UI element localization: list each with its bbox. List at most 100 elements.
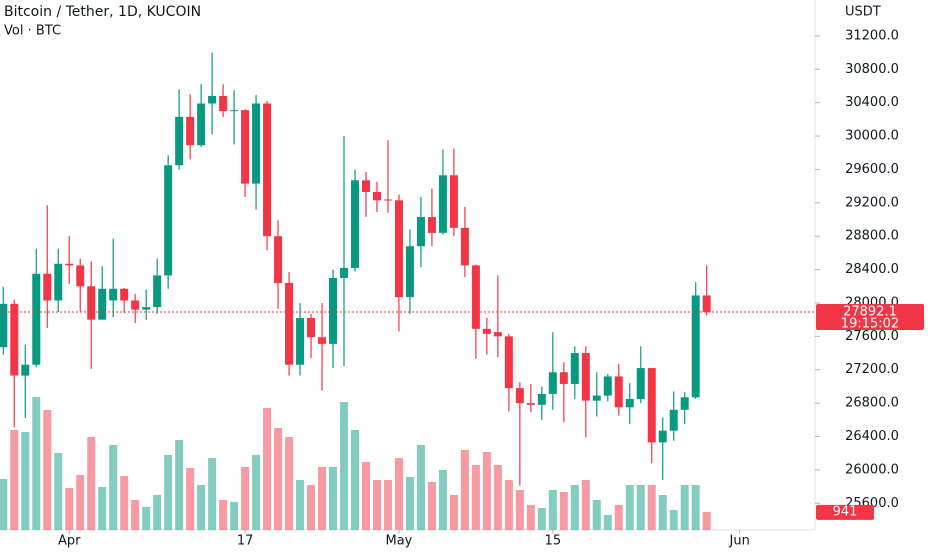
candle-body xyxy=(241,110,250,184)
volume-bar xyxy=(340,402,349,530)
candle-body xyxy=(515,388,524,404)
volume-bar xyxy=(307,485,316,530)
y-tick-label: 30400.0 xyxy=(845,95,899,110)
volume-bar xyxy=(570,485,579,530)
volume-bar xyxy=(658,495,667,530)
volume-bar xyxy=(296,480,305,530)
volume-bar xyxy=(0,479,8,530)
candle-body xyxy=(164,165,173,276)
volume-bar xyxy=(318,467,327,530)
volume-bar xyxy=(702,511,711,530)
candle-body xyxy=(493,332,502,337)
volume-bar xyxy=(10,430,19,530)
volume-bar xyxy=(208,458,217,530)
volume-bar xyxy=(647,485,656,530)
volume-bar xyxy=(625,485,634,530)
candle-body xyxy=(460,227,469,266)
volume-bar xyxy=(559,492,568,530)
candle-body xyxy=(669,409,678,431)
volume-bar xyxy=(54,453,63,530)
volume-bar xyxy=(329,467,338,530)
y-tick-label: 26000.0 xyxy=(845,462,899,477)
volume-bar xyxy=(493,465,502,530)
candle-body xyxy=(504,336,513,389)
candle-body xyxy=(219,95,228,112)
volume-bar xyxy=(603,515,612,530)
volume-bar xyxy=(21,432,30,530)
volume-bar xyxy=(515,490,524,530)
x-tick-label: Apr xyxy=(58,534,81,549)
candle-body xyxy=(87,286,96,320)
volume-bar xyxy=(109,445,118,530)
volume-title: Vol · BTC xyxy=(4,24,61,39)
y-tick-label: 29200.0 xyxy=(845,195,899,210)
volume-bar xyxy=(471,465,480,530)
candle-body xyxy=(570,353,579,384)
volume-bar xyxy=(153,495,162,530)
candle-body xyxy=(350,180,359,268)
candle-body xyxy=(153,275,162,308)
last-price-label: 27892.1 xyxy=(843,304,897,319)
candle-body xyxy=(372,191,381,201)
volume-bar xyxy=(537,508,546,530)
volume-bar xyxy=(230,502,239,530)
volume-bar xyxy=(680,485,689,530)
candle-body xyxy=(537,393,546,405)
volume-bar xyxy=(350,430,359,530)
candle-body xyxy=(230,110,239,112)
candle-body xyxy=(43,273,52,301)
candle-body xyxy=(252,103,261,184)
volume-bar xyxy=(142,507,151,530)
candle-body xyxy=(581,353,590,401)
volume-bar xyxy=(592,500,601,530)
axes: 25600.026000.026400.026800.027200.027600… xyxy=(0,28,924,549)
volume-bar xyxy=(438,470,447,530)
candle-body xyxy=(614,376,623,408)
x-tick-label: 17 xyxy=(237,534,254,549)
candle-body xyxy=(21,364,30,376)
volume-label-box xyxy=(816,504,874,520)
candle-body xyxy=(98,288,107,320)
volume-bar xyxy=(131,500,140,530)
volume-bar xyxy=(175,440,184,530)
volume-bar xyxy=(482,452,491,530)
chart-title: Bitcoin / Tether, 1D, KUCOIN xyxy=(4,4,201,20)
candle-body xyxy=(625,398,634,408)
candle-body xyxy=(142,307,151,310)
volume-bar xyxy=(76,475,85,530)
volume-bar xyxy=(383,480,392,530)
candle-body xyxy=(647,368,656,443)
volume-bar xyxy=(98,487,107,530)
candle-body xyxy=(636,368,645,399)
volume-bar xyxy=(427,482,436,530)
volume-bar xyxy=(87,437,96,530)
candle-body xyxy=(526,403,535,405)
volume-bar xyxy=(120,476,129,530)
candle-body xyxy=(32,273,41,365)
candle-body xyxy=(405,246,414,298)
volume-bar xyxy=(416,445,425,530)
volume-bar xyxy=(614,505,623,530)
volume-bar xyxy=(548,490,557,530)
y-tick-label: 29600.0 xyxy=(845,162,899,177)
volume-bar xyxy=(186,468,195,530)
volume-bar xyxy=(669,510,678,530)
candle-body xyxy=(197,103,206,146)
y-tick-label: 30000.0 xyxy=(845,129,899,144)
y-tick-label: 26400.0 xyxy=(845,429,899,444)
candle-body xyxy=(285,282,294,365)
candle-body xyxy=(65,263,74,266)
candle-body xyxy=(76,265,85,287)
y-tick-label: 27600.0 xyxy=(845,329,899,344)
y-tick-label: 27200.0 xyxy=(845,362,899,377)
volume-bar xyxy=(43,410,52,530)
volume-bar xyxy=(252,455,261,530)
y-axis-label: USDT xyxy=(845,5,881,20)
candle-body xyxy=(318,337,327,344)
candle-body xyxy=(383,199,392,201)
volume-label: 941 xyxy=(833,504,858,519)
candle-body xyxy=(274,236,283,283)
candle-body xyxy=(548,372,557,394)
candle-body xyxy=(296,318,305,365)
